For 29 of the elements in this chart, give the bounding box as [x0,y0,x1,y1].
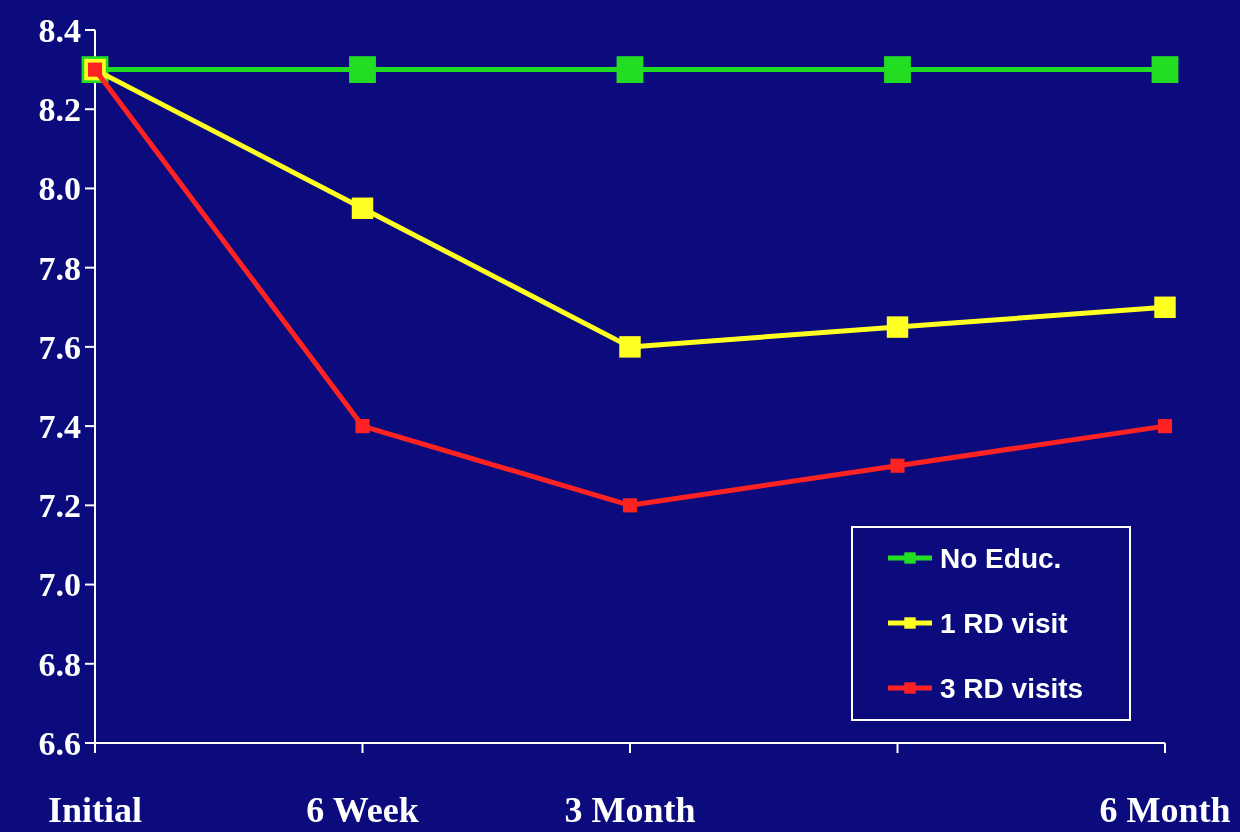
point [622,498,638,513]
legend-label: No Educ. [940,542,1062,574]
point [890,458,905,473]
point [884,56,911,84]
y-tick-label: 7.0 [38,566,81,604]
y-tick-label: 7.6 [38,328,81,366]
y-tick-label: 6.8 [38,645,81,683]
point [1157,419,1173,434]
x-tick-label: Initial [47,790,143,830]
point [349,56,376,84]
point [355,419,370,434]
point [1151,56,1179,84]
legend-label: 1 RD visit [940,607,1068,639]
point [886,316,909,338]
y-tick-label: 6.6 [38,724,81,762]
point [1154,296,1176,318]
y-tick-label: 7.8 [38,249,81,287]
y-tick-label: 8.4 [38,11,81,49]
y-tick-label: 7.4 [38,408,81,446]
x-tick-label: 6 Week [306,790,419,830]
point [616,56,644,84]
point [351,197,374,219]
x-tick-label: 6 Month [1099,790,1231,830]
y-tick-label: 8.2 [38,91,81,129]
point [619,336,641,358]
y-tick-label: 7.2 [38,487,81,525]
y-tick-label: 8.0 [38,170,81,208]
x-tick-label: 3 Month [564,790,696,830]
legend-label: 3 RD visits [940,672,1084,704]
